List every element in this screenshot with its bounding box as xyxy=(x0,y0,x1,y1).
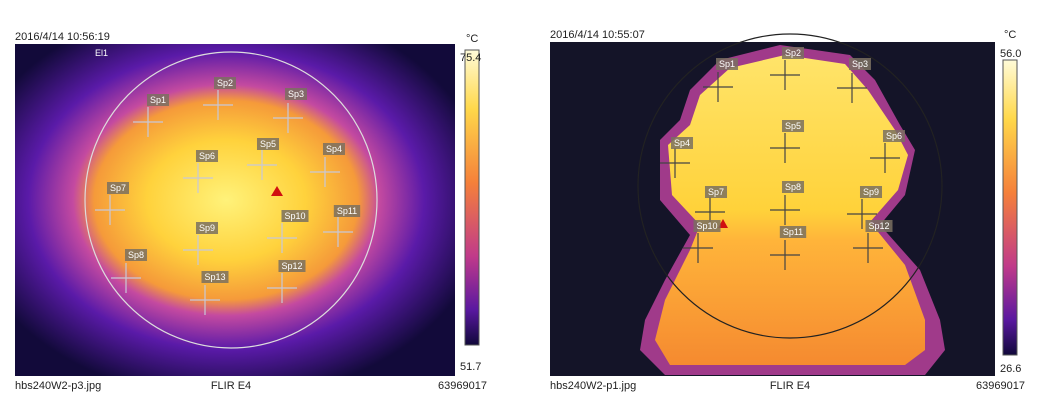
spot-label: Sp10 xyxy=(284,211,305,221)
spot-label: Sp2 xyxy=(785,48,801,58)
spot-label: Sp11 xyxy=(337,206,357,216)
spot-label-bg xyxy=(333,205,361,217)
measure-circle xyxy=(637,33,943,339)
spot-label-bg xyxy=(281,210,309,222)
spot-label-bg xyxy=(693,220,721,232)
spot-label: Sp2 xyxy=(217,78,233,88)
serial: 63969017 xyxy=(438,380,487,392)
unit: °C xyxy=(1004,29,1016,41)
filename: hbs240W2-p1.jpg xyxy=(550,380,636,392)
spot-label: Sp1 xyxy=(719,59,735,69)
spot-label-bg xyxy=(882,130,906,142)
spot-label-bg xyxy=(848,58,872,70)
color-bar xyxy=(464,49,480,346)
spot-label: Sp8 xyxy=(128,250,144,260)
spot-label: Sp1 xyxy=(150,95,166,105)
scale-min: 26.6 xyxy=(1000,363,1021,375)
scale-max: 56.0 xyxy=(1000,48,1021,60)
spot-label: Sp12 xyxy=(281,261,302,271)
spot-label-bg xyxy=(781,181,805,193)
spot-label: Sp11 xyxy=(783,227,803,237)
spot-label: Sp5 xyxy=(260,139,276,149)
spot-label: Sp10 xyxy=(696,221,717,231)
spot-label: Sp4 xyxy=(674,138,690,148)
spot-label: Sp9 xyxy=(863,187,879,197)
timestamp: 2016/4/14 10:55:07 xyxy=(550,29,645,41)
spot-label-bg xyxy=(781,120,805,132)
spot-label: Sp12 xyxy=(868,221,889,231)
spot-label-bg xyxy=(213,77,237,89)
spot-label-bg xyxy=(779,226,807,238)
spot-label-bg xyxy=(284,88,308,100)
spot-label-bg xyxy=(106,182,130,194)
spot-label-bg xyxy=(704,186,728,198)
spot-label-bg xyxy=(865,220,893,232)
spot-label-bg xyxy=(256,138,280,150)
spot-label: Sp3 xyxy=(288,89,304,99)
camera: FLIR E4 xyxy=(211,380,251,392)
filename: hbs240W2-p3.jpg xyxy=(15,380,101,392)
scale-max: 75.4 xyxy=(460,52,481,64)
serial: 63969017 xyxy=(976,380,1025,392)
spot-label: Sp8 xyxy=(785,182,801,192)
spot-label: Sp7 xyxy=(708,187,724,197)
spot-label: Sp7 xyxy=(110,183,126,193)
spot-label-bg xyxy=(670,137,694,149)
spot-label: Sp3 xyxy=(852,59,868,69)
spot-label-bg xyxy=(859,186,883,198)
spot-label: Sp13 xyxy=(204,272,225,282)
spot-label: Sp6 xyxy=(199,151,215,161)
spot-label-bg xyxy=(781,47,805,59)
spot-label: Sp5 xyxy=(785,121,801,131)
spot-label-bg xyxy=(195,222,219,234)
spot-label-bg xyxy=(278,260,306,272)
unit: °C xyxy=(466,33,478,45)
spot-label-bg xyxy=(715,58,739,70)
spot-label-bg xyxy=(201,271,229,283)
box-label: El1 xyxy=(95,48,108,58)
spot-label-bg xyxy=(146,94,170,106)
spot-label: Sp6 xyxy=(886,131,902,141)
measure-circle xyxy=(84,51,378,349)
timestamp: 2016/4/14 10:56:19 xyxy=(15,31,110,43)
thermal-image xyxy=(15,44,455,376)
spot-label-bg xyxy=(322,143,346,155)
spot-label: Sp4 xyxy=(326,144,342,154)
hot-marker xyxy=(271,186,283,196)
spot-label: Sp9 xyxy=(199,223,215,233)
spot-label-bg xyxy=(195,150,219,162)
scale-min: 51.7 xyxy=(460,361,481,373)
camera: FLIR E4 xyxy=(770,380,810,392)
spot-label-bg xyxy=(124,249,148,261)
color-bar xyxy=(1002,59,1018,356)
